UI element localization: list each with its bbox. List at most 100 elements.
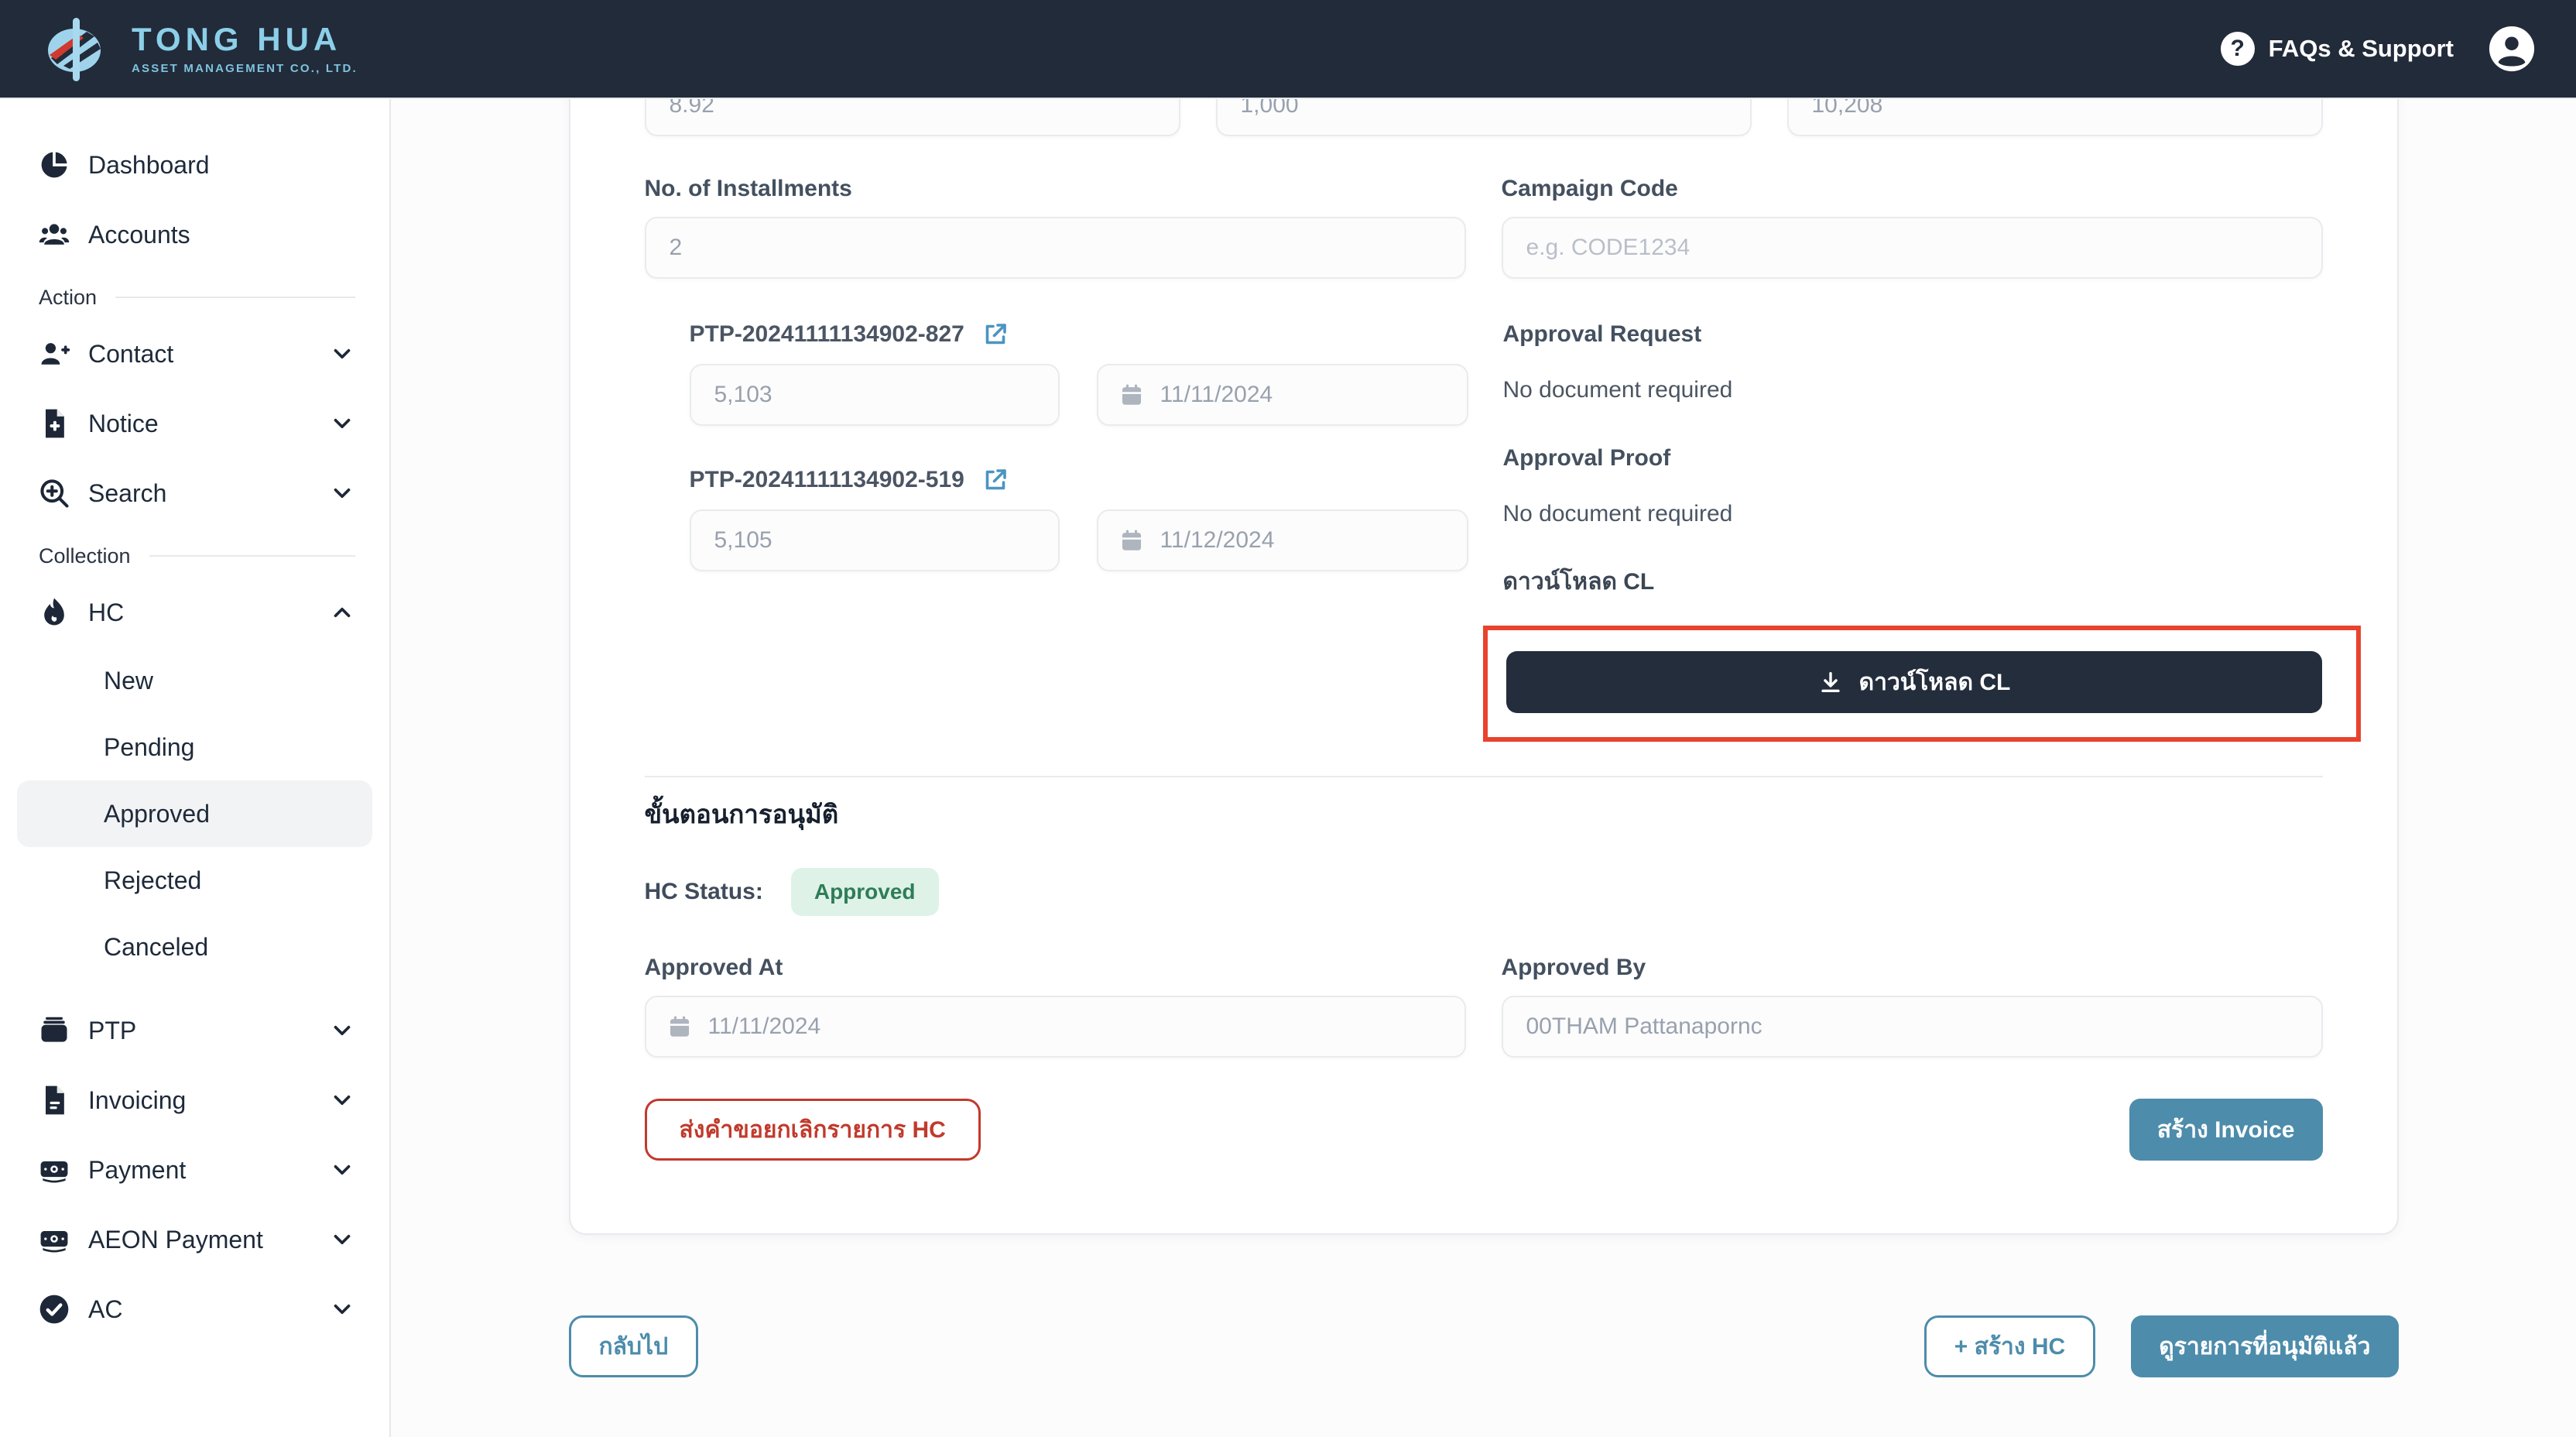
chevron-down-icon (334, 1095, 351, 1106)
hc-status-row: HC Status: Approved (645, 868, 2323, 916)
ptp-date-input[interactable]: 11/11/2024 (1096, 364, 1468, 426)
ptp-amount-input[interactable] (689, 364, 1060, 426)
chevron-down-icon (334, 418, 351, 429)
card-actions-row: ส่งคำขอยกเลิกรายการ HC สร้าง Invoice (644, 1099, 2323, 1161)
sidebar-item-ptp[interactable]: PTP (0, 996, 389, 1065)
chevron-down-icon (334, 1164, 351, 1175)
sidebar-subitem-label: Canceled (104, 932, 209, 961)
flame-icon (44, 598, 64, 626)
sidebar-item-accounts[interactable]: Accounts (0, 200, 389, 269)
approval-request-note: No document required (1502, 377, 1733, 403)
sidebar-item-payment[interactable]: Payment (0, 1135, 389, 1205)
users-icon (39, 224, 70, 245)
approved-at-label: Approved At (644, 955, 783, 980)
installments-field-group: No. of Installments (644, 175, 1466, 279)
download-cl-button-label: ดาวน์โหลด CL (1858, 669, 2011, 695)
user-avatar-icon[interactable] (2488, 25, 2536, 73)
brand-logo[interactable]: TONG HUA ASSET MANAGEMENT CO., LTD. (40, 12, 358, 86)
approval-steps-title: ขั้นตอนการอนุมัติ (644, 800, 839, 828)
sidebar-subitem-hc-rejected[interactable]: Rejected (17, 847, 372, 914)
top-value-field-2[interactable] (1215, 99, 1752, 136)
main-content: No. of Installments Campaign Code PTP-20… (391, 99, 2576, 1437)
sidebar-item-label: Accounts (88, 220, 190, 249)
sidebar-item-label: Dashboard (88, 150, 210, 179)
chevron-down-icon (334, 1304, 351, 1315)
download-icon (1821, 671, 1840, 693)
sidebar-item-aeon-payment[interactable]: AEON Payment (0, 1205, 389, 1274)
ptp-entry-1: PTP-20241111134902-827 (689, 321, 1468, 426)
ptp-id: PTP-20241111134902-827 (689, 321, 964, 347)
sidebar-subitem-hc-canceled[interactable]: Canceled (17, 914, 372, 980)
external-link-icon[interactable] (981, 466, 1009, 494)
sidebar-section-action: Action (0, 276, 389, 319)
approval-proof-label: Approval Proof (1502, 445, 1671, 471)
approved-by-input[interactable] (1501, 996, 2323, 1058)
brand-subtitle: ASSET MANAGEMENT CO., LTD. (132, 62, 358, 75)
faqs-support-label: FAQs & Support (2268, 35, 2454, 62)
sidebar-section-collection: Collection (0, 534, 389, 578)
ptp-date-value: 11/12/2024 (1160, 527, 1275, 553)
approved-at-group: Approved At 11/11/2024 (644, 954, 1466, 1058)
cancel-hc-request-button[interactable]: ส่งคำขอยกเลิกรายการ HC (644, 1099, 981, 1161)
top-value-field-3[interactable] (1786, 99, 2323, 136)
sidebar-item-label: HC (88, 598, 125, 626)
sidebar-item-ac[interactable]: AC (0, 1274, 389, 1344)
section-divider (149, 555, 355, 557)
banknote-icon (40, 1231, 68, 1253)
file-plus-icon (46, 409, 64, 438)
page-footer-actions: กลับไป + สร้าง HC ดูรายการที่อนุมัติแล้ว (568, 1315, 2399, 1377)
check-circle-icon (39, 1295, 69, 1324)
brand-text: TONG HUA ASSET MANAGEMENT CO., LTD. (132, 23, 358, 75)
sidebar-subitem-hc-pending[interactable]: Pending (17, 714, 372, 780)
external-link-icon[interactable] (981, 321, 1009, 348)
pie-chart-icon (41, 152, 67, 178)
ptp-amount-input[interactable] (689, 509, 1060, 571)
spacer (0, 980, 389, 996)
sidebar-item-label: Search (88, 478, 167, 507)
sidebar-subitem-hc-approved[interactable]: Approved (17, 780, 372, 847)
top-value-field-1[interactable] (644, 99, 1180, 136)
ptp-entry-fields: 11/11/2024 (689, 364, 1468, 426)
sidebar-item-label: PTP (88, 1016, 137, 1044)
ptp-date-input[interactable]: 11/12/2024 (1096, 509, 1468, 571)
sidebar-item-label: AC (88, 1295, 123, 1323)
download-cl-button[interactable]: ดาวน์โหลด CL (1506, 651, 2322, 713)
installments-input[interactable] (644, 217, 1466, 279)
sidebar-item-invoicing[interactable]: Invoicing (0, 1065, 389, 1135)
search-plus-icon (40, 479, 69, 508)
view-approved-button[interactable]: ดูรายการที่อนุมัติแล้ว (2131, 1315, 2399, 1377)
hc-detail-card: No. of Installments Campaign Code PTP-20… (568, 99, 2399, 1235)
download-cl-label: ดาวน์โหลด CL (1502, 569, 1655, 595)
sidebar-item-contact[interactable]: Contact (0, 319, 389, 389)
hc-status-label: HC Status: (644, 879, 763, 904)
section-divider (644, 776, 2323, 777)
sidebar-item-label: AEON Payment (88, 1225, 263, 1254)
approved-by-group: Approved By (1501, 954, 2323, 1058)
sidebar-item-label: Notice (88, 409, 159, 437)
installments-label: No. of Installments (644, 176, 852, 201)
ptp-entry-header: PTP-20241111134902-519 (690, 466, 1468, 494)
back-button[interactable]: กลับไป (568, 1315, 699, 1377)
sidebar-subitem-hc-new[interactable]: New (17, 647, 372, 714)
approved-at-input[interactable]: 11/11/2024 (644, 996, 1466, 1058)
sidebar-subitem-label: Rejected (104, 866, 202, 894)
sidebar-item-label: Invoicing (88, 1085, 187, 1114)
campaign-code-label: Campaign Code (1501, 176, 1678, 201)
sidebar-item-search[interactable]: Search (0, 458, 389, 528)
sidebar-item-notice[interactable]: Notice (0, 389, 389, 458)
hc-status-badge: Approved (790, 868, 939, 916)
faqs-support-link[interactable]: ? FAQs & Support (2220, 32, 2454, 66)
create-invoice-button[interactable]: สร้าง Invoice (2129, 1099, 2323, 1161)
help-icon: ? (2220, 32, 2255, 66)
section-divider (115, 297, 355, 298)
banknote-icon (40, 1161, 68, 1183)
campaign-code-input[interactable] (1501, 217, 2323, 279)
calendar-icon (1122, 530, 1141, 550)
file-text-icon (46, 1085, 64, 1115)
sidebar-item-hc[interactable]: HC (0, 578, 389, 647)
sidebar-item-dashboard[interactable]: Dashboard (0, 130, 389, 200)
ptp-entry-header: PTP-20241111134902-827 (690, 321, 1468, 348)
ptp-date-value: 11/11/2024 (1160, 382, 1273, 407)
create-hc-button[interactable]: + สร้าง HC (1923, 1315, 2096, 1377)
